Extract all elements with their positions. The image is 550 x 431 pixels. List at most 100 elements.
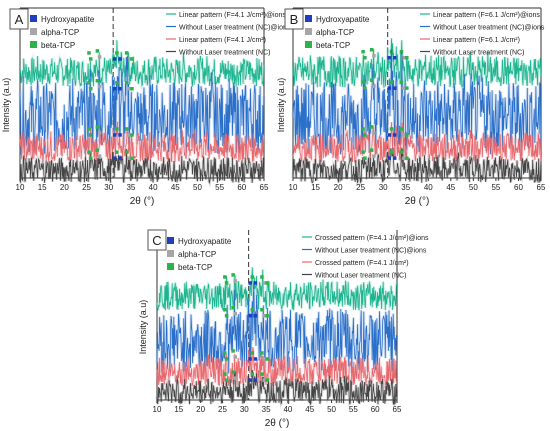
- phase-legend-label: beta-TCP: [178, 263, 212, 272]
- phase-marker: [361, 80, 365, 84]
- series-legend-label: Crossed pattern (F=4.1 J/cm²): [315, 260, 409, 267]
- phase-marker: [405, 156, 409, 160]
- phase-marker: [405, 86, 409, 90]
- x-tick-label: 60: [514, 183, 523, 192]
- phase-marker: [401, 133, 406, 137]
- phase-marker: [112, 87, 117, 91]
- phase-marker: [88, 133, 93, 137]
- phase-marker: [95, 125, 100, 129]
- phase-marker: [363, 56, 367, 60]
- panel-label: B: [290, 12, 299, 27]
- phase-marker: [223, 275, 227, 279]
- phase-marker: [265, 357, 269, 361]
- series-legend-label: Without Laser treatment (NC)@ions: [179, 25, 291, 32]
- series-line: [156, 285, 398, 374]
- phase-marker: [130, 133, 134, 137]
- phase-marker: [224, 357, 229, 361]
- phase-marker: [118, 133, 122, 137]
- phase-marker: [231, 349, 235, 353]
- phase-legend-swatch: [305, 28, 312, 35]
- series-line: [156, 369, 398, 406]
- phase-marker: [401, 56, 406, 60]
- x-tick-label: 15: [38, 183, 47, 192]
- phase-legend-swatch: [30, 15, 37, 22]
- phase-marker: [88, 156, 93, 160]
- y-axis-title: Intensity (a.u): [1, 78, 11, 133]
- phase-marker: [389, 80, 394, 84]
- series-line: [292, 147, 542, 184]
- x-tick-label: 30: [379, 183, 388, 192]
- panel-label-frame: [9, 8, 29, 30]
- panel-label-box: C: [147, 229, 167, 251]
- phase-marker: [127, 156, 131, 160]
- phase-marker: [223, 351, 227, 355]
- phase-marker: [88, 57, 93, 61]
- x-tick-label: 35: [126, 183, 135, 192]
- phase-marker: [392, 133, 397, 137]
- phase-marker: [250, 372, 255, 376]
- phase-marker: [363, 86, 367, 90]
- x-tick-label: 10: [16, 183, 25, 192]
- phase-marker: [223, 308, 227, 312]
- phase-marker: [127, 87, 131, 91]
- phase-marker: [248, 357, 252, 361]
- phase-marker: [233, 312, 238, 316]
- phase-legend-label: beta-TCP: [316, 41, 350, 50]
- phase-marker: [262, 281, 266, 285]
- phase-marker: [387, 156, 391, 160]
- phase-marker: [387, 56, 391, 60]
- phase-marker: [387, 86, 391, 90]
- phase-marker: [265, 281, 269, 285]
- phase-marker: [405, 56, 409, 60]
- phase-marker: [87, 51, 91, 55]
- phase-legend-swatch: [305, 41, 312, 48]
- phase-marker: [250, 308, 255, 312]
- phase-marker: [399, 127, 404, 131]
- phase-marker: [399, 150, 404, 154]
- phase-legend-swatch: [167, 250, 174, 257]
- phase-legend-label: Hydroxyapatite: [41, 15, 95, 24]
- x-tick-label: 55: [491, 183, 500, 192]
- phase-marker: [88, 87, 93, 91]
- phase-marker: [369, 48, 374, 52]
- series-line: [19, 40, 265, 88]
- phase-marker: [260, 351, 264, 355]
- phase-marker: [124, 127, 129, 131]
- panel-label: C: [152, 233, 161, 248]
- phase-marker: [224, 281, 229, 285]
- x-tick-label: 10: [289, 183, 298, 192]
- phase-marker: [361, 127, 365, 131]
- phase-marker: [253, 357, 258, 361]
- phase-marker: [399, 80, 404, 84]
- phase-marker: [248, 378, 252, 382]
- panel-label-box: A: [9, 8, 29, 30]
- series-legend-label: Without Laser treatment (NC): [315, 273, 406, 280]
- phase-marker: [223, 372, 227, 376]
- phase-marker: [372, 84, 376, 88]
- panel-label-box: B: [284, 8, 304, 30]
- panel-label: A: [15, 12, 24, 27]
- series-legend-label: Without Laser treatment (NC): [179, 50, 270, 57]
- panel-label-frame: [147, 229, 167, 251]
- phase-marker: [95, 79, 100, 83]
- phase-legend-label: alpha-TCP: [178, 250, 216, 259]
- phase-marker: [363, 156, 367, 160]
- series-line: [19, 148, 265, 185]
- x-tick-label: 10: [153, 405, 162, 414]
- y-axis-title: Intensity (a.u): [138, 300, 148, 355]
- phase-marker: [124, 81, 129, 85]
- x-axis-title: 2θ (°): [130, 196, 155, 207]
- x-tick-label: 45: [171, 183, 180, 192]
- phase-marker: [95, 49, 100, 53]
- phase-marker: [115, 81, 119, 85]
- phase-marker: [231, 306, 235, 310]
- x-axis-title: 2θ (°): [405, 196, 430, 207]
- x-tick-label: 30: [104, 183, 113, 192]
- phase-marker: [369, 125, 374, 129]
- chart-panel-a: 10 15 20 25 30 35 40 45 50 55 60 65 2θ (°) Intensity …: [1, 7, 291, 207]
- x-tick-label: 20: [60, 183, 69, 192]
- phase-marker: [253, 314, 258, 318]
- phase-marker: [127, 133, 131, 137]
- series-legend-label: Without Laser treatment (NC)@ions: [433, 25, 545, 32]
- x-axis-title: 2θ (°): [265, 418, 290, 429]
